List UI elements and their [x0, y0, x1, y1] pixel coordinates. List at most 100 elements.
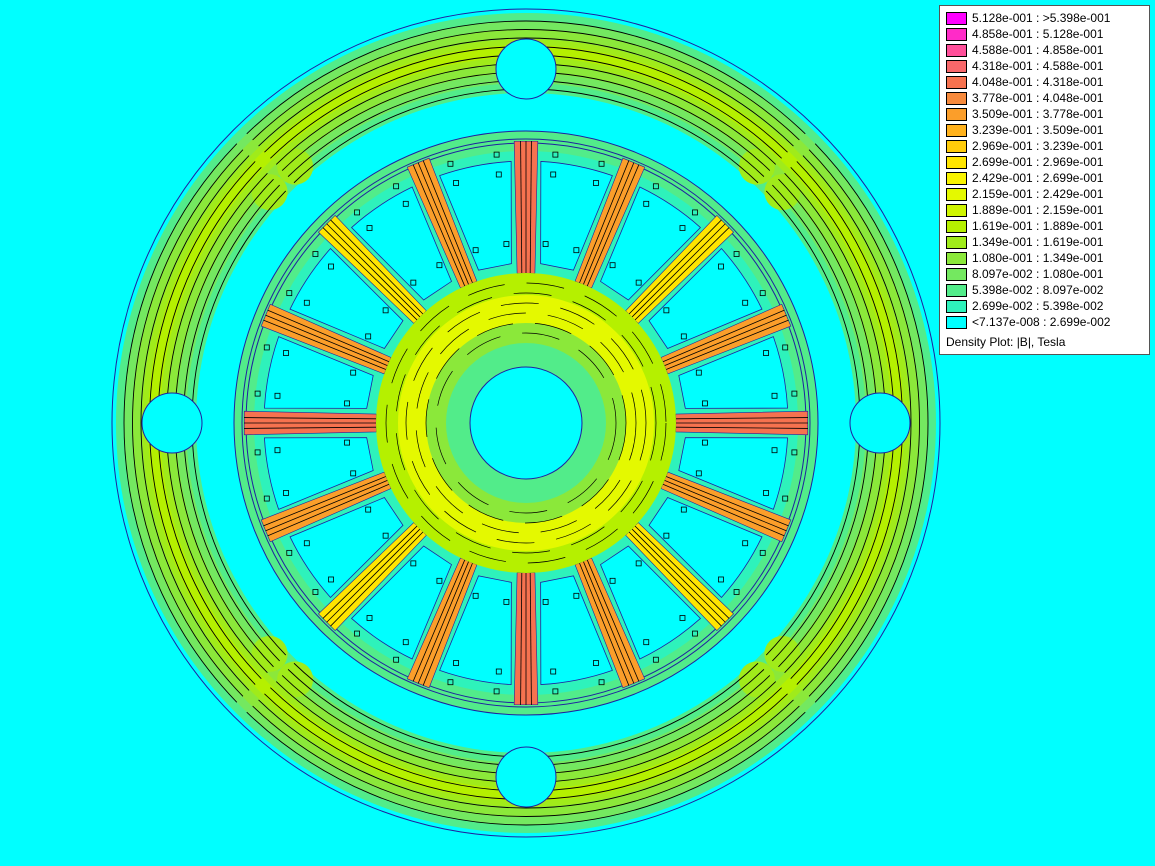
legend-label: 4.588e-001 : 4.858e-001	[972, 43, 1104, 57]
legend-row: 1.080e-001 : 1.349e-001	[946, 250, 1149, 266]
rotor-slot	[678, 437, 789, 510]
rotor-slot	[678, 336, 789, 409]
mesh-node	[609, 262, 616, 269]
rotor-slot	[289, 247, 404, 349]
mesh-node	[679, 225, 686, 231]
flux-line	[405, 302, 647, 544]
mesh-node	[350, 470, 357, 477]
mesh-node	[312, 589, 319, 595]
legend-swatch	[946, 219, 967, 233]
legend-row: 2.429e-001 : 2.699e-001	[946, 170, 1149, 186]
legend-swatch	[946, 155, 967, 169]
flux-line	[322, 227, 418, 321]
mesh-node	[542, 599, 549, 605]
legend-swatch	[946, 315, 967, 329]
flux-line	[330, 219, 424, 315]
legend-row: 2.969e-001 : 3.239e-001	[946, 138, 1149, 154]
flux-line	[579, 562, 630, 686]
mesh-node	[493, 688, 500, 695]
flux-line	[662, 483, 785, 537]
mesh-node	[303, 299, 310, 306]
legend-row: 4.048e-001 : 4.318e-001	[946, 74, 1149, 90]
flux-line	[330, 531, 424, 627]
flux-line	[628, 531, 722, 627]
rotor-slot	[289, 497, 404, 599]
flux-line	[244, 426, 377, 429]
legend-label: 1.080e-001 : 1.349e-001	[972, 251, 1104, 265]
pole-horn	[251, 174, 288, 211]
flux-line	[395, 292, 657, 554]
flux-line	[244, 417, 377, 420]
legend-label: 4.858e-001 : 5.128e-001	[972, 27, 1104, 41]
flux-line	[322, 525, 418, 619]
legend-label: 2.969e-001 : 3.239e-001	[972, 139, 1104, 153]
mesh-node	[679, 615, 686, 621]
mesh-node	[495, 668, 502, 675]
legend-swatch	[946, 187, 967, 201]
legend-label: 2.699e-001 : 2.969e-001	[972, 155, 1104, 169]
mesh-node	[472, 592, 479, 599]
flux-line	[808, 149, 920, 697]
mesh-node	[598, 160, 605, 167]
mesh-node	[695, 470, 702, 477]
flux-line	[802, 155, 912, 691]
legend-swatch	[946, 299, 967, 313]
pole-horn	[277, 148, 314, 185]
mesh-node	[652, 183, 659, 190]
stator-yoke-band	[761, 133, 904, 713]
rotor-slot	[439, 575, 512, 686]
flux-line	[415, 312, 637, 534]
mesh-node	[791, 390, 798, 397]
legend-label: <7.137e-008 : 2.699e-002	[972, 315, 1111, 329]
mesh-node	[495, 171, 502, 178]
mesh-node	[643, 200, 650, 207]
legend-swatch	[946, 27, 967, 41]
flux-line	[520, 572, 523, 705]
legend-swatch	[946, 171, 967, 185]
flux-line	[634, 525, 730, 619]
flux-line	[265, 314, 388, 366]
mesh-node	[609, 577, 616, 584]
mesh-node	[344, 400, 350, 407]
legend-row: 2.159e-001 : 2.429e-001	[946, 186, 1149, 202]
mesh-node	[635, 279, 642, 286]
rotor-slot	[263, 437, 374, 510]
rotor-slot	[263, 336, 374, 409]
flux-line	[267, 483, 390, 537]
legend-caption: Density Plot: |B|, Tesla	[946, 335, 1066, 349]
mesh-node	[742, 299, 749, 306]
mesh-node	[410, 560, 417, 567]
mesh-node	[503, 241, 510, 247]
mesh-node	[365, 506, 372, 513]
flux-line	[583, 162, 635, 285]
legend-row: 8.097e-002 : 1.080e-001	[946, 266, 1149, 282]
legend-swatch	[946, 75, 967, 89]
mesh-node	[274, 447, 281, 454]
stator-yoke-band	[236, 45, 816, 188]
flux-line	[675, 426, 808, 429]
mesh-node	[382, 532, 389, 539]
mesh-node	[702, 439, 708, 446]
mesh-node	[402, 639, 409, 646]
flux-line	[628, 219, 722, 315]
flux-line	[675, 417, 808, 420]
legend-swatch	[946, 139, 967, 153]
legend-row: 4.588e-001 : 4.858e-001	[946, 42, 1149, 58]
flux-line	[326, 528, 421, 623]
mesh-node	[771, 447, 778, 454]
mesh-node	[328, 576, 334, 583]
flux-line	[252, 29, 800, 141]
rotor-slot	[350, 186, 452, 301]
legend-label: 3.509e-001 : 3.778e-001	[972, 107, 1104, 121]
mesh-node	[436, 262, 443, 269]
rotor-slot	[600, 545, 702, 660]
mesh-node	[763, 350, 769, 356]
legend-row: 5.398e-002 : 8.097e-002	[946, 282, 1149, 298]
flux-line	[258, 37, 794, 147]
pole-horn	[738, 148, 775, 185]
mesh-node	[791, 449, 798, 456]
mesh-node	[350, 369, 357, 376]
legend-entries: 5.128e-001 : >5.398e-001 4.858e-001 : 5.1…	[946, 10, 1149, 330]
stator-yoke-band	[147, 133, 291, 713]
mesh-node	[763, 490, 769, 496]
